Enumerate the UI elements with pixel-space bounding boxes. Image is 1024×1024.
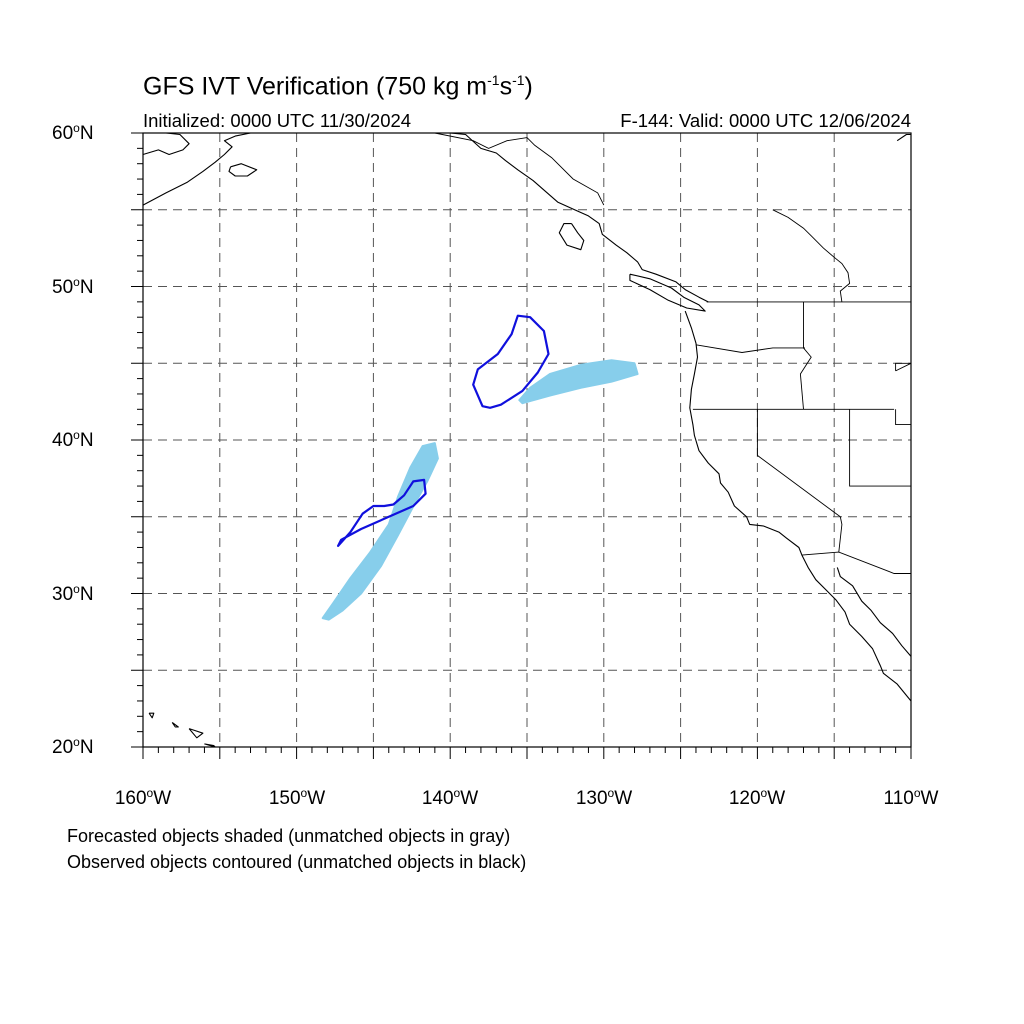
- border-line: [799, 301, 812, 410]
- border-line: [772, 209, 851, 302]
- border-line: [895, 409, 911, 426]
- lat-label-30: 30oN: [52, 582, 94, 605]
- coastline: [204, 743, 216, 748]
- border-line: [895, 362, 912, 372]
- border-line: [695, 344, 805, 353]
- coastlines: [142, 132, 912, 748]
- coastline: [629, 273, 706, 312]
- observed-contour-north: [472, 314, 550, 409]
- coastline: [684, 310, 912, 702]
- observed-objects: [337, 314, 550, 548]
- lat-label-50: 50oN: [52, 275, 94, 298]
- coastline: [450, 132, 709, 303]
- border-line: [801, 551, 911, 574]
- coastline: [142, 132, 251, 206]
- coastline: [896, 133, 911, 142]
- forecast-object-north: [518, 359, 639, 405]
- lon-label-130w: 130oW: [575, 786, 633, 809]
- chart-title: GFS IVT Verification (750 kg m-1s-1): [143, 72, 533, 101]
- political-borders: [434, 132, 912, 574]
- map-frame: [142, 132, 912, 748]
- coastline: [228, 163, 258, 177]
- coastline: [558, 223, 585, 251]
- lat-label-60: 60oN: [52, 121, 94, 144]
- legend-forecast-note: Forecasted objects shaded (unmatched obj…: [67, 826, 511, 846]
- initialized-time: Initialized: 0000 UTC 11/30/2024: [143, 110, 412, 131]
- lon-label-120w: 120oW: [728, 786, 786, 809]
- coastline: [171, 721, 179, 728]
- coastline: [148, 712, 155, 719]
- lat-label-20: 20oN: [52, 735, 94, 758]
- valid-time: F-144: Valid: 0000 UTC 12/06/2024: [620, 110, 911, 131]
- legend-observed-note: Observed objects contoured (unmatched ob…: [67, 852, 527, 872]
- observed-contour-south: [337, 478, 427, 548]
- coastline: [836, 567, 912, 657]
- coastline: [188, 728, 204, 739]
- lon-label-160w: 160oW: [114, 786, 172, 809]
- border-line: [849, 409, 911, 487]
- border-line: [434, 132, 605, 206]
- graticule: [143, 133, 911, 747]
- coastline: [142, 132, 190, 156]
- border-line: [756, 409, 843, 553]
- lat-label-40: 40oN: [52, 428, 94, 451]
- lon-label-150w: 150oW: [268, 786, 326, 809]
- axis-ticks: [131, 132, 912, 759]
- lon-label-110w: 110oW: [883, 786, 939, 809]
- lon-label-140w: 140oW: [421, 786, 479, 809]
